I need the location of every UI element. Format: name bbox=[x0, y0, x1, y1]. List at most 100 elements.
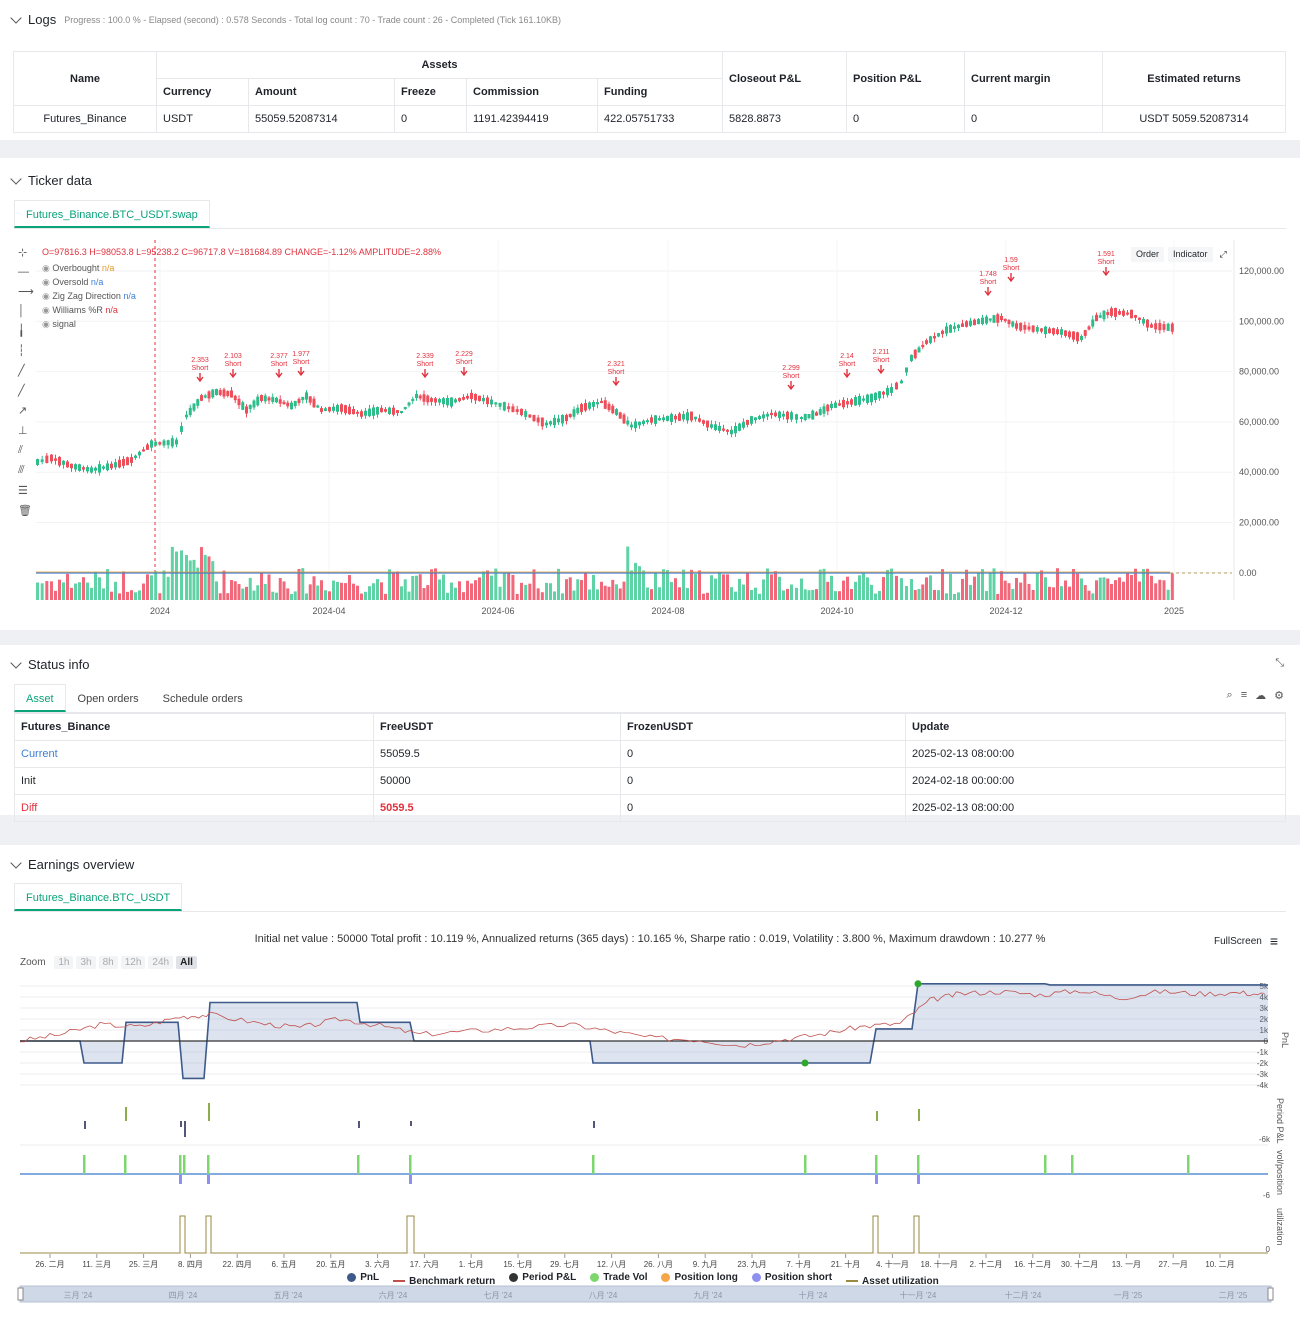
fullscreen-button[interactable]: FullScreen bbox=[1214, 935, 1262, 947]
vertical-segment-icon[interactable]: ┆ bbox=[18, 345, 25, 357]
legend-item[interactable]: Period P&L bbox=[509, 1272, 576, 1283]
chevron-down-icon[interactable] bbox=[10, 656, 22, 669]
indicator-item[interactable]: ◉ Williams %R n/a bbox=[42, 303, 136, 317]
earnings-header[interactable]: Earnings overview bbox=[10, 856, 134, 872]
gear-icon[interactable]: ⚙ bbox=[1274, 690, 1284, 702]
legend-item[interactable]: Position short bbox=[751, 1272, 832, 1283]
list-icon[interactable]: ≡ bbox=[1240, 689, 1248, 701]
volume-bar bbox=[870, 584, 873, 600]
volume-bar bbox=[470, 583, 473, 600]
eye-icon[interactable]: ◉ bbox=[42, 263, 53, 273]
chevron-down-icon[interactable] bbox=[10, 172, 22, 185]
horizontal-line-icon[interactable]: — bbox=[18, 266, 29, 278]
logs-header[interactable]: Logs Progress : 100.0 % - Elapsed (secon… bbox=[10, 11, 561, 27]
trade-vol-bar bbox=[179, 1155, 182, 1174]
legend-item[interactable]: Position long bbox=[661, 1272, 738, 1283]
tab-asset[interactable]: Asset bbox=[14, 684, 66, 712]
candle-body bbox=[706, 420, 709, 428]
vertical-line-icon[interactable]: │ bbox=[18, 305, 25, 317]
zoom-option-8h[interactable]: 8h bbox=[98, 956, 118, 969]
indicator-item[interactable]: ◉ Oversold n/a bbox=[42, 275, 136, 289]
eye-icon[interactable]: ◉ bbox=[42, 319, 53, 329]
volume-bar bbox=[1095, 580, 1098, 600]
volume-bar bbox=[286, 588, 290, 600]
volume-bar bbox=[188, 560, 192, 600]
zoom-option-24h[interactable]: 24h bbox=[148, 956, 174, 969]
indicator-item[interactable]: ◉ signal bbox=[42, 317, 136, 331]
x-tick-label: 2. 十二月 bbox=[970, 1259, 1003, 1269]
candle-body bbox=[211, 389, 215, 398]
legend-item[interactable]: PnL bbox=[347, 1272, 379, 1283]
order-button[interactable]: Order bbox=[1131, 247, 1165, 262]
trash-icon[interactable]: 🗑 bbox=[18, 505, 32, 517]
tab-open-orders[interactable]: Open orders bbox=[77, 693, 139, 705]
ticker-header[interactable]: Ticker data bbox=[10, 172, 92, 188]
arrow-down-icon bbox=[275, 369, 283, 379]
volume-bar bbox=[122, 571, 125, 600]
indicator-item[interactable]: ◉ Zig Zag Direction n/a bbox=[42, 289, 136, 303]
eye-icon[interactable]: ◉ bbox=[42, 277, 53, 287]
cloud-icon[interactable]: ☁ bbox=[1255, 690, 1267, 702]
candlestick-chart[interactable]: 120,000.00 100,000.00 80,000.00 60,000.00 40… bbox=[0, 230, 1300, 630]
period-pnl-bar bbox=[918, 1109, 920, 1121]
volume-bar bbox=[969, 585, 972, 600]
arrow-line-icon[interactable]: ↗ bbox=[18, 405, 28, 417]
parallel-channel-icon[interactable]: ⫽ bbox=[18, 444, 23, 456]
search-icon[interactable]: ⌕ bbox=[1226, 689, 1233, 701]
menu-icon[interactable]: ≡ bbox=[1269, 933, 1278, 949]
eye-icon[interactable]: ◉ bbox=[42, 291, 53, 301]
zoom-option-All[interactable]: All bbox=[176, 956, 197, 969]
segment-icon[interactable]: ╱ bbox=[18, 385, 25, 397]
vertical-ray-icon[interactable]: ╽ bbox=[18, 325, 25, 337]
eye-icon[interactable]: ◉ bbox=[42, 305, 53, 315]
candle-body bbox=[738, 423, 741, 431]
status-header[interactable]: Status info bbox=[10, 656, 89, 672]
ray-icon[interactable]: ⟶ bbox=[18, 286, 34, 298]
fullscreen-control[interactable]: FullScreen ≡ bbox=[1214, 933, 1278, 949]
trend-line-icon[interactable]: ╱ bbox=[18, 365, 25, 377]
zoom-option-12h[interactable]: 12h bbox=[120, 956, 146, 969]
price-line-icon[interactable]: ⊥ bbox=[18, 425, 28, 437]
navigator-handle-right[interactable] bbox=[1267, 1287, 1274, 1301]
crosshair-icon[interactable]: ⊹ bbox=[18, 247, 28, 259]
y-tick-label: 100,000.00 bbox=[1239, 316, 1284, 326]
candle-body bbox=[588, 402, 591, 409]
tab-btc-usdt[interactable]: Futures_Binance.BTC_USDT bbox=[14, 883, 183, 911]
candle-body bbox=[807, 414, 811, 418]
earnings-chart[interactable]: 5k 4k 3k 2k 1k 0 -1k -2k -3k -4k PnL -6k Period P&L -… bbox=[0, 845, 1300, 1322]
zoom-option-1h[interactable]: 1h bbox=[54, 956, 74, 969]
volume-bar bbox=[540, 592, 544, 600]
ruler-icon[interactable]: ☰ bbox=[18, 485, 28, 497]
volume-bar bbox=[146, 574, 149, 600]
navigator-handle-left[interactable] bbox=[17, 1287, 24, 1301]
navigator[interactable] bbox=[19, 1285, 1272, 1303]
tab-btc-swap[interactable]: Futures_Binance.BTC_USDT.swap bbox=[14, 200, 210, 228]
zoom-option-3h[interactable]: 3h bbox=[76, 956, 96, 969]
legend-item[interactable]: Asset utilization bbox=[846, 1276, 939, 1287]
candle-body bbox=[528, 414, 532, 418]
candle-body bbox=[996, 314, 1000, 323]
legend-item[interactable]: Trade Vol bbox=[590, 1272, 647, 1283]
collapse-icon[interactable]: ⤡ bbox=[1275, 657, 1284, 669]
legend-item[interactable]: Benchmark return bbox=[393, 1276, 495, 1287]
indicator-item[interactable]: ◉ Overbought n/a bbox=[42, 261, 136, 275]
fib-icon[interactable]: ⫻ bbox=[18, 464, 25, 476]
chevron-down-icon[interactable] bbox=[10, 11, 22, 24]
tab-schedule-orders[interactable]: Schedule orders bbox=[162, 693, 243, 705]
indicator-button[interactable]: Indicator bbox=[1168, 247, 1213, 262]
candle-body bbox=[1072, 331, 1075, 340]
expand-icon[interactable]: ⤢ bbox=[1219, 249, 1227, 259]
